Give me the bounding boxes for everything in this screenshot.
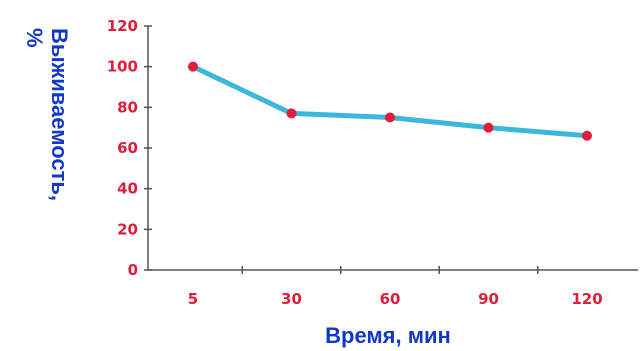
x-axis-label: Время, мин xyxy=(325,323,451,348)
data-point xyxy=(385,112,395,123)
x-tick-label: 120 xyxy=(571,290,602,308)
y-tick-label: 80 xyxy=(117,98,138,116)
data-point xyxy=(483,122,494,133)
y-tick-label: 0 xyxy=(128,261,138,279)
y-tick-label: 100 xyxy=(107,58,138,76)
x-tick-label: 60 xyxy=(380,290,401,308)
data-point xyxy=(188,61,198,72)
y-axis-label-line-1: Выживаемость, xyxy=(47,28,72,201)
y-axis-label-line-2: % xyxy=(22,28,47,48)
data-points xyxy=(188,61,592,141)
x-ticks: 5 30 60 90 120 xyxy=(188,266,603,308)
data-point xyxy=(286,108,297,119)
x-tick-label: 90 xyxy=(478,290,499,308)
x-tick-label: 5 xyxy=(188,290,198,308)
y-axis-label: Выживаемость, % xyxy=(22,28,72,201)
y-tick-label: 120 xyxy=(107,17,138,35)
series-line xyxy=(190,64,590,139)
data-point xyxy=(582,130,592,141)
y-tick-label: 60 xyxy=(117,139,138,157)
y-tick-label: 40 xyxy=(117,180,138,198)
y-ticks: 0 20 40 60 80 100 120 xyxy=(107,17,152,279)
y-tick-label: 20 xyxy=(117,220,138,238)
axes xyxy=(147,26,638,271)
x-tick-label: 30 xyxy=(281,290,302,308)
